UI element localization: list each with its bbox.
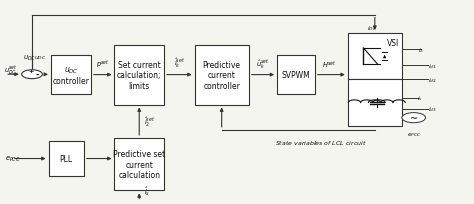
- FancyBboxPatch shape: [115, 46, 164, 105]
- Text: $\hat{i}^{set}_k$: $\hat{i}^{set}_k$: [173, 56, 185, 69]
- Text: $u^{set}_{DC}$: $u^{set}_{DC}$: [4, 62, 18, 75]
- Text: $\hat{u}^{set}_k$: $\hat{u}^{set}_k$: [256, 56, 270, 69]
- Text: $p^{set}$: $p^{set}$: [96, 57, 109, 69]
- Circle shape: [22, 70, 42, 79]
- Text: ~: ~: [410, 113, 418, 123]
- Text: +: +: [28, 68, 33, 73]
- Text: State variables of $LCL$ circuit: State variables of $LCL$ circuit: [275, 138, 367, 146]
- Text: $i_s$: $i_s$: [418, 94, 423, 103]
- Text: $i_{DC}$: $i_{DC}$: [367, 23, 378, 32]
- FancyBboxPatch shape: [115, 138, 164, 191]
- Text: $e_{PCC}$: $e_{PCC}$: [5, 154, 20, 163]
- FancyBboxPatch shape: [48, 141, 84, 176]
- Text: Predictive set
current
calculation: Predictive set current calculation: [113, 150, 165, 179]
- FancyBboxPatch shape: [195, 46, 249, 105]
- Text: $e_{PCC}$: $e_{PCC}$: [407, 130, 421, 138]
- Circle shape: [402, 113, 426, 123]
- Text: SVPWM: SVPWM: [282, 71, 310, 80]
- Text: Set current
calculation;
limits: Set current calculation; limits: [117, 61, 162, 90]
- Text: $i_{d3}$: $i_{d3}$: [428, 105, 437, 114]
- Text: $H^{set}$: $H^{set}$: [321, 58, 336, 69]
- Text: $u_{DC}$: $u_{DC}$: [23, 54, 36, 63]
- FancyBboxPatch shape: [348, 34, 402, 80]
- FancyBboxPatch shape: [51, 56, 91, 95]
- Text: $u_{DC}$
controller: $u_{DC}$ controller: [53, 65, 89, 86]
- Text: PLL: PLL: [60, 154, 73, 163]
- Text: Predictive
current
controller: Predictive current controller: [203, 61, 241, 90]
- FancyBboxPatch shape: [277, 56, 315, 95]
- Text: $u_{DC}$: $u_{DC}$: [35, 54, 47, 62]
- Text: -: -: [36, 71, 39, 80]
- Text: $i_{d1}$: $i_{d1}$: [428, 62, 437, 70]
- Text: $\hat{i}^{set}_{2}$: $\hat{i}^{set}_{2}$: [144, 115, 155, 128]
- Text: VSI: VSI: [387, 39, 400, 48]
- Text: $\hat{i}_s$: $\hat{i}_s$: [144, 184, 150, 197]
- Text: $i_{d2}$: $i_{d2}$: [428, 75, 437, 84]
- Text: $i_2$: $i_2$: [419, 46, 425, 55]
- FancyBboxPatch shape: [348, 80, 402, 126]
